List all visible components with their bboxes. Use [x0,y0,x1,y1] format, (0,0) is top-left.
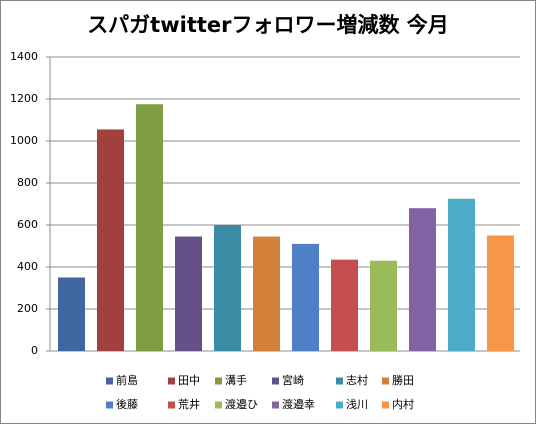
bar [175,236,202,351]
bar [331,259,358,351]
legend-label: 志村 [346,373,368,387]
legend-swatch [168,401,175,409]
y-tick-label: 400 [17,260,38,273]
legend-swatch [382,401,389,409]
legend-swatch [272,377,279,385]
legend-swatch [336,401,343,409]
legend-label: 浅川 [346,398,368,411]
y-tick-label: 800 [17,176,38,189]
legend-label: 渡邉ひ [225,397,258,411]
legend-swatch [168,377,175,385]
bar [97,129,124,351]
legend-swatch [215,401,222,409]
legend-swatch [106,377,113,385]
chart-title: スパガtwitterフォロワー増減数 今月 [87,13,449,37]
legend-label: 勝田 [392,373,414,387]
bar [448,198,475,351]
bar [292,243,319,351]
legend-label: 宮崎 [282,373,304,387]
legend-swatch [336,377,343,385]
legend-swatch [272,401,279,409]
bar [409,208,436,351]
y-tick-label: 1200 [10,92,38,105]
y-tick-label: 600 [17,218,38,231]
legend-label: 田中 [178,374,200,387]
legend-label: 後藤 [116,397,138,411]
bar [136,104,163,351]
bar [58,277,85,351]
y-tick-label: 0 [31,344,38,357]
y-tick-label: 200 [17,302,38,315]
legend-label: 内村 [392,397,414,411]
legend-label: 渡邉幸 [282,397,315,411]
legend-label: 溝手 [225,373,247,387]
legend-label: 荒井 [178,397,200,411]
legend-swatch [106,401,113,409]
bar [214,225,241,351]
bar [370,260,397,351]
y-tick-label: 1400 [10,50,38,63]
bar [487,235,514,351]
legend-swatch [382,377,389,385]
bar [253,236,280,351]
legend-swatch [215,377,222,385]
legend-label: 前島 [116,373,138,387]
y-tick-label: 1000 [10,134,38,147]
